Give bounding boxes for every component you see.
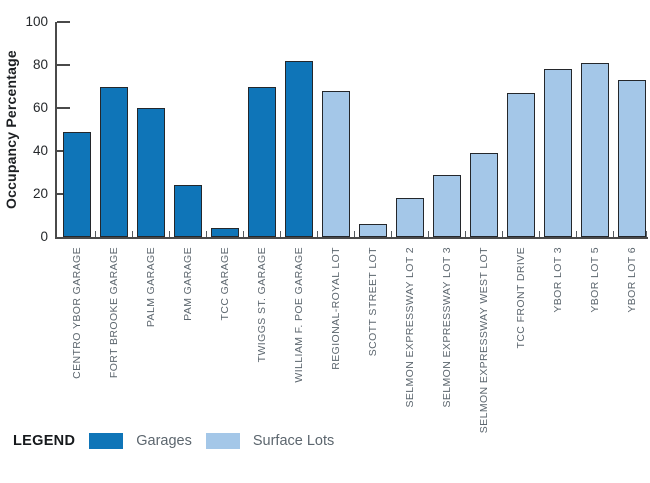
category-label: SELMON EXPRESSWAY LOT 3 [441, 247, 453, 408]
legend-title: LEGEND [13, 433, 76, 449]
category-label: TWIGGS ST. GARAGE [256, 247, 268, 363]
category-tick [646, 230, 648, 237]
bar-twiggs-st-garage [248, 86, 276, 237]
bar-palm-garage [137, 108, 165, 237]
bar-tcc-front-drive [507, 92, 535, 237]
category-label: REGIONAL-ROYAL LOT [330, 247, 342, 370]
bar-fort-brooke-garage [100, 86, 128, 237]
legend-label-garages: Garages [136, 433, 192, 449]
y-tick-label: 80 [32, 57, 48, 72]
bar-pam-garage [174, 185, 202, 237]
bar-centro-ybor-garage [63, 131, 91, 237]
category-label: YBOR LOT 3 [552, 247, 564, 313]
y-tick-label: 20 [32, 186, 48, 201]
category-tick [465, 230, 467, 237]
y-axis-title: Occupancy Percentage [3, 50, 19, 209]
legend-label-surface-lots: Surface Lots [252, 433, 335, 449]
category-tick [428, 230, 430, 237]
y-axis-tick [56, 21, 70, 23]
y-tick-label: 40 [32, 143, 48, 158]
category-tick [243, 230, 245, 237]
category-label: PALM GARAGE [145, 247, 157, 328]
category-label: TCC GARAGE [219, 247, 231, 321]
category-label: SELMON EXPRESSWAY WEST LOT [478, 247, 490, 434]
category-tick [391, 230, 393, 237]
y-axis-tick [56, 107, 70, 109]
bar-ybor-lot-6 [618, 80, 646, 237]
category-tick [539, 230, 541, 237]
bar-ybor-lot-3 [544, 69, 572, 237]
category-label: PAM GARAGE [182, 247, 194, 321]
category-label: SELMON EXPRESSWAY LOT 2 [404, 247, 416, 408]
category-label: CENTRO YBOR GARAGE [71, 247, 83, 379]
category-tick [280, 230, 282, 237]
garages-color-swatch [89, 433, 124, 449]
bar-ybor-lot-5 [581, 62, 609, 237]
y-tick-label: 60 [32, 100, 48, 115]
y-tick-label: 0 [40, 229, 48, 244]
category-label: FORT BROOKE GARAGE [108, 247, 120, 379]
bar-selmon-expressway-lot-3 [433, 174, 461, 237]
category-tick [576, 230, 578, 237]
category-label: YBOR LOT 5 [589, 247, 601, 313]
bar-tcc-garage [211, 228, 239, 237]
bar-selmon-expressway-lot-2 [396, 198, 424, 237]
category-tick [354, 230, 356, 237]
category-tick [613, 230, 615, 237]
category-label: YBOR LOT 6 [626, 247, 638, 313]
bar-scott-street-lot [359, 224, 387, 237]
category-tick [132, 230, 134, 237]
y-tick-label: 100 [25, 14, 48, 29]
surface-lots-color-swatch [205, 433, 240, 449]
category-label: WILLIAM F. POE GARAGE [293, 247, 305, 383]
legend: LEGEND Garages Surface Lots [13, 433, 334, 449]
category-tick [317, 230, 319, 237]
y-axis-line [55, 22, 57, 239]
category-tick [95, 230, 97, 237]
y-axis-tick [56, 64, 70, 66]
category-tick [169, 230, 171, 237]
bar-william-f-poe-garage [285, 60, 313, 237]
category-label: TCC FRONT DRIVE [515, 247, 527, 349]
bar-selmon-expressway-west-lot [470, 153, 498, 237]
category-label: SCOTT STREET LOT [367, 247, 379, 357]
bar-regional-royal-lot [322, 90, 350, 237]
category-tick [206, 230, 208, 237]
category-tick [502, 230, 504, 237]
x-axis-line [55, 237, 648, 239]
